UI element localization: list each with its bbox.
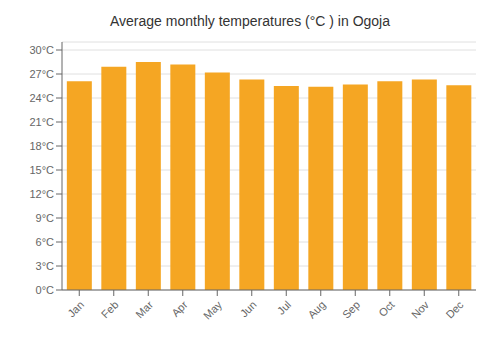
svg-text:6°C: 6°C — [36, 236, 55, 248]
svg-text:12°C: 12°C — [29, 188, 54, 200]
svg-text:Apr: Apr — [169, 298, 190, 319]
svg-text:Sep: Sep — [340, 298, 362, 320]
svg-text:0°C: 0°C — [36, 284, 55, 296]
svg-text:30°C: 30°C — [29, 44, 54, 56]
svg-text:Nov: Nov — [409, 298, 432, 321]
svg-text:15°C: 15°C — [29, 164, 54, 176]
svg-text:Jul: Jul — [275, 298, 293, 316]
svg-text:Oct: Oct — [376, 298, 397, 319]
svg-text:24°C: 24°C — [29, 92, 54, 104]
html-text:Average monthly temperatures (: Average monthly temperatures (°C ) in Og… — [110, 13, 390, 29]
svg-text:Feb: Feb — [99, 298, 121, 320]
svg-text:3°C: 3°C — [36, 260, 55, 272]
svg-text:27°C: 27°C — [29, 68, 54, 80]
svg-text:Jun: Jun — [238, 298, 259, 319]
svg-text:21°C: 21°C — [29, 116, 54, 128]
svg-text:Mar: Mar — [133, 298, 155, 320]
svg-text:Jan: Jan — [65, 298, 86, 319]
svg-text:9°C: 9°C — [36, 212, 55, 224]
svg-text:Dec: Dec — [443, 298, 466, 321]
svg-text:18°C: 18°C — [29, 140, 54, 152]
svg-text:Aug: Aug — [305, 298, 327, 320]
svg-text:May: May — [201, 298, 225, 322]
